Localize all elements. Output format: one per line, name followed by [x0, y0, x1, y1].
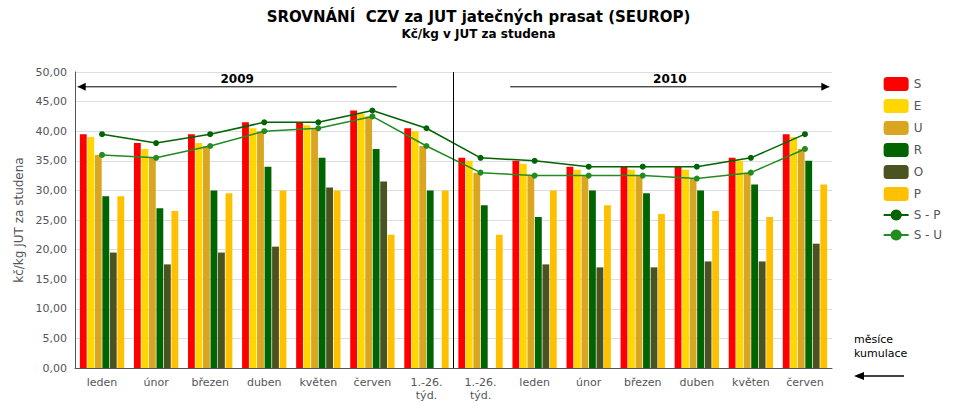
svg-text:týd.: týd. [470, 389, 491, 402]
svg-text:R: R [914, 143, 922, 157]
svg-text:červen: červen [786, 376, 824, 389]
svg-text:5,00: 5,00 [43, 332, 68, 345]
svg-text:měsíce: měsíce [854, 333, 893, 346]
svg-text:kč/kg JUT za studena: kč/kg JUT za studena [12, 157, 26, 282]
svg-text:10,00: 10,00 [36, 302, 68, 315]
svg-text:květen: květen [732, 376, 770, 389]
svg-text:P: P [914, 187, 921, 201]
svg-text:40,00: 40,00 [36, 125, 68, 138]
svg-text:25,00: 25,00 [36, 214, 68, 227]
svg-text:duben: duben [679, 376, 714, 389]
svg-text:S - P: S - P [914, 208, 941, 222]
svg-text:O: O [914, 165, 923, 179]
svg-text:2010: 2010 [653, 72, 686, 86]
svg-text:S: S [914, 77, 922, 91]
svg-text:kumulace: kumulace [854, 347, 908, 360]
svg-text:30,00: 30,00 [36, 184, 68, 197]
svg-text:45,00: 45,00 [36, 95, 68, 108]
svg-text:leden: leden [87, 376, 118, 389]
svg-text:35,00: 35,00 [36, 154, 68, 167]
svg-text:Kč/kg v JUT za studena: Kč/kg v JUT za studena [401, 27, 555, 41]
svg-text:březen: březen [191, 376, 229, 389]
svg-text:50,00: 50,00 [36, 66, 68, 79]
svg-text:2009: 2009 [221, 72, 254, 86]
svg-text:únor: únor [144, 376, 170, 389]
svg-text:20,00: 20,00 [36, 243, 68, 256]
svg-text:E: E [914, 99, 922, 113]
svg-text:květen: květen [299, 376, 337, 389]
svg-text:S - U: S - U [914, 228, 942, 242]
svg-text:1.-26.: 1.-26. [410, 376, 442, 389]
svg-text:0,00: 0,00 [43, 362, 68, 375]
svg-text:únor: únor [576, 376, 602, 389]
svg-text:leden: leden [519, 376, 550, 389]
svg-text:týd.: týd. [416, 389, 437, 402]
svg-text:duben: duben [247, 376, 282, 389]
svg-text:U: U [914, 121, 923, 135]
svg-text:březen: březen [624, 376, 662, 389]
svg-text:15,00: 15,00 [36, 273, 68, 286]
svg-text:1.-26.: 1.-26. [465, 376, 497, 389]
svg-text:červen: červen [354, 376, 392, 389]
svg-text:SROVNÁNÍ CZV za JUT jatečných: SROVNÁNÍ CZV za JUT jatečných prasat (SE… [267, 7, 691, 26]
